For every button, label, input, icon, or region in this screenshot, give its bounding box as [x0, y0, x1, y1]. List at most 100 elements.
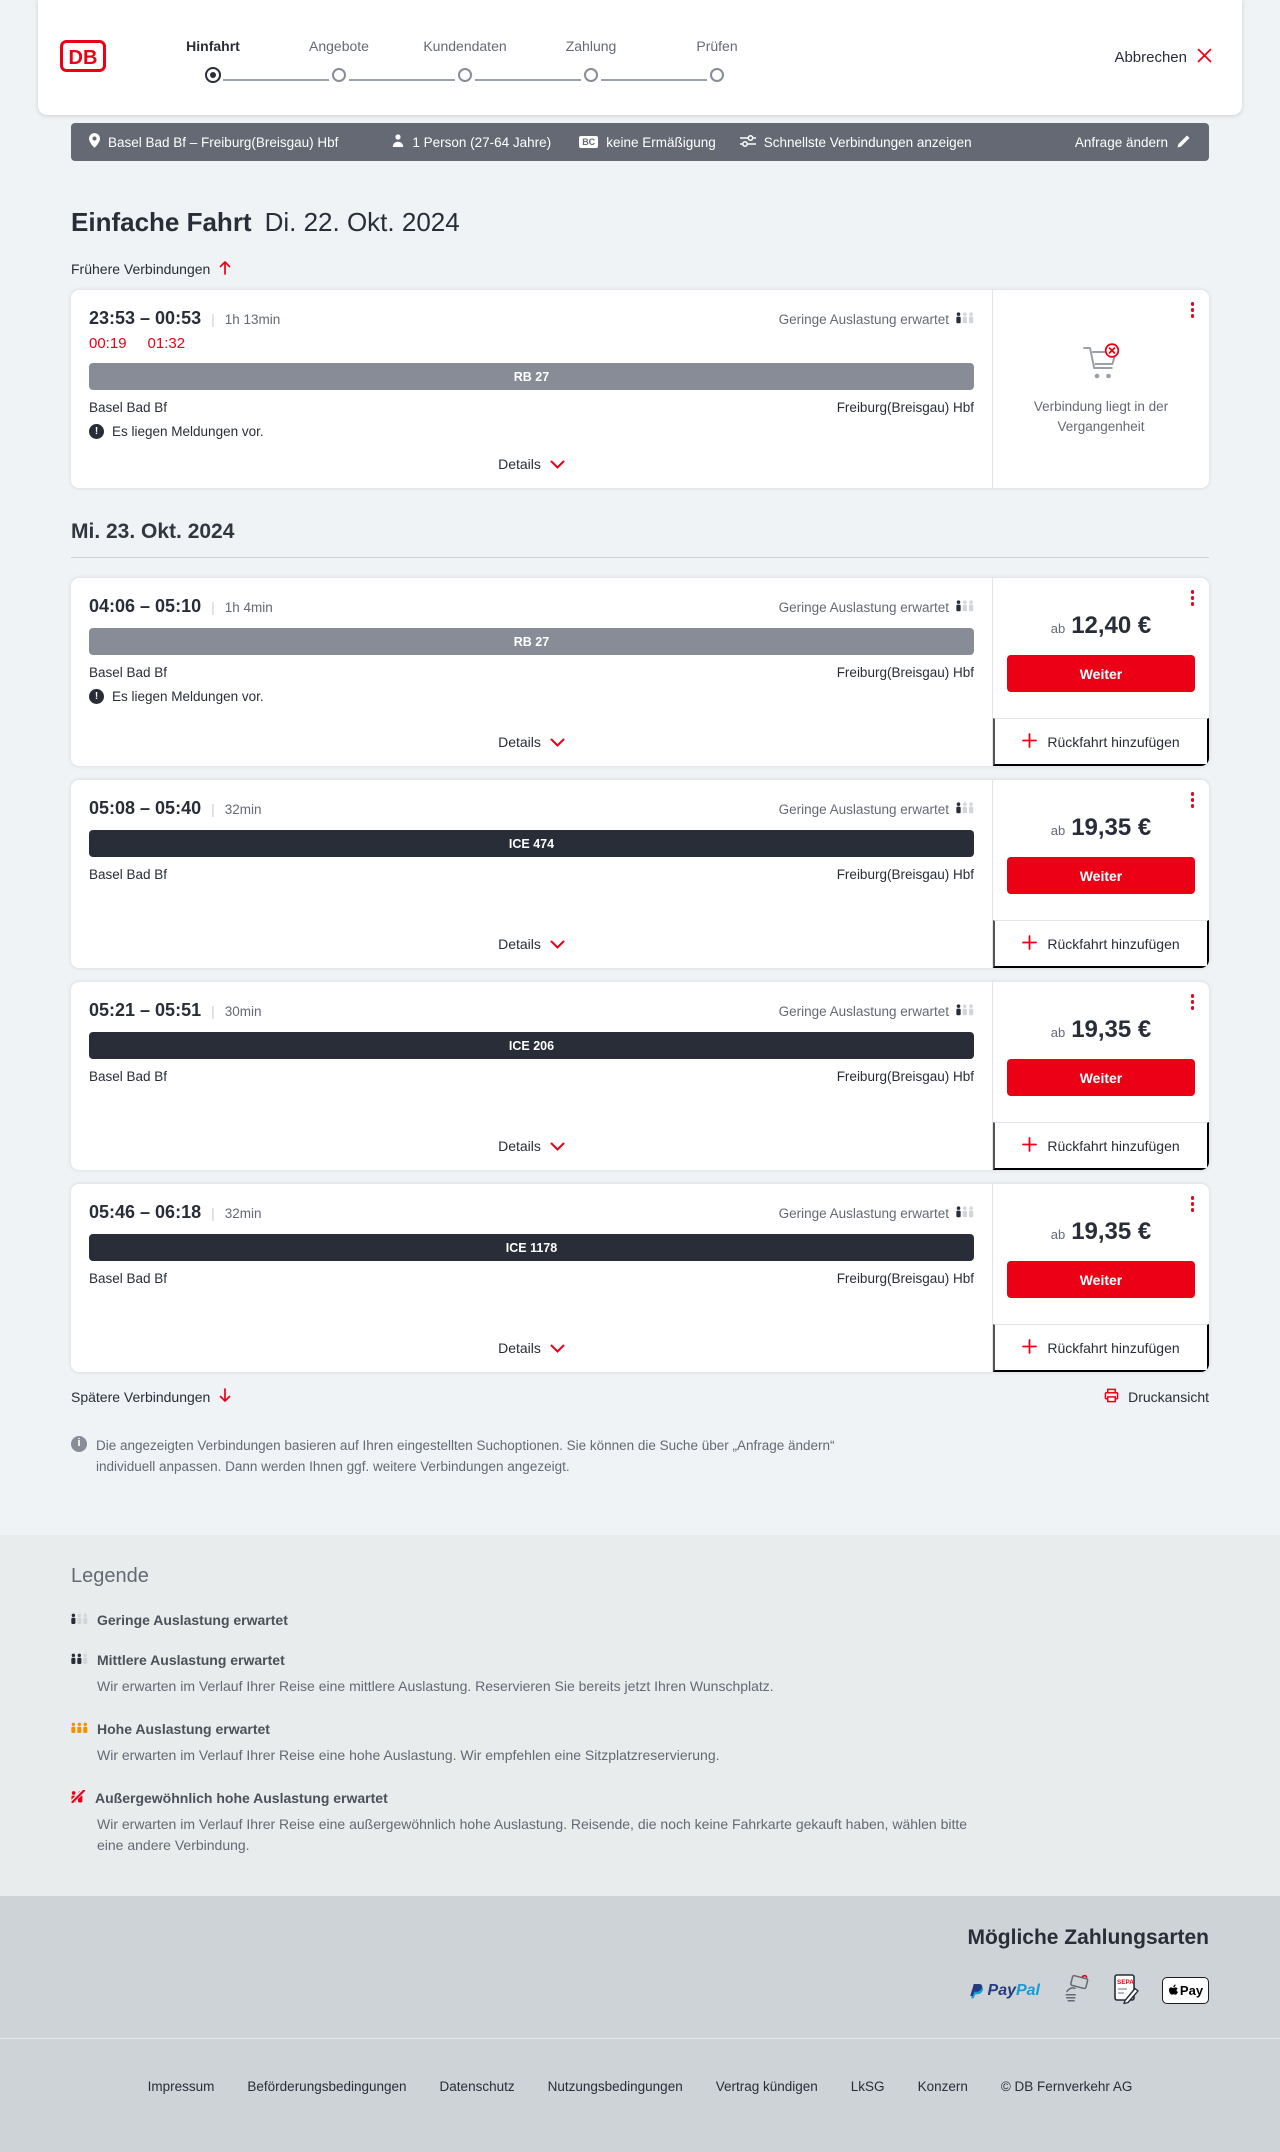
- details-toggle[interactable]: Details: [498, 1128, 565, 1158]
- arrival-station: Freiburg(Breisgau) Hbf: [836, 1069, 974, 1084]
- sepa-direct-debit-icon: SEPA: [1114, 1974, 1140, 2008]
- applepay-label: Pay: [1179, 1983, 1204, 1999]
- footer-link-nutzungsbedingungen[interactable]: Nutzungsbedingungen: [547, 2078, 683, 2094]
- legend-label: Geringe Auslastung erwartet: [97, 1611, 288, 1628]
- arrival-station: Freiburg(Breisgau) Hbf: [836, 665, 974, 680]
- duration: 1h 13min: [224, 312, 281, 327]
- details-label: Details: [498, 936, 541, 952]
- sepa-label: SEPA: [1117, 1979, 1134, 1986]
- connection-card: 05:46 – 06:18 | 32min Geringe Auslastung…: [71, 1184, 1209, 1372]
- delayed-times: 00:19 01:32: [89, 335, 974, 352]
- details-label: Details: [498, 734, 541, 750]
- booking-panel: ab 19,35 € Weiter Rückfahrt hinzufügen: [992, 1184, 1209, 1372]
- page-footer: Impressum Beförderungsbedingungen Datens…: [0, 2037, 1280, 2152]
- cancel-label: Abbrechen: [1114, 49, 1187, 66]
- details-toggle[interactable]: Details: [498, 446, 565, 476]
- plus-icon: [1022, 732, 1038, 751]
- legend-item-high: Hohe Auslastung erwartet Wir erwarten im…: [71, 1721, 1209, 1766]
- add-return-label: Rückfahrt hinzufügen: [1047, 1137, 1180, 1154]
- price-value: 12,40 €: [1071, 612, 1152, 639]
- plus-icon: [1022, 934, 1038, 953]
- later-connections-link[interactable]: Spätere Verbindungen: [71, 1388, 231, 1406]
- legend-item-low: Geringe Auslastung erwartet: [71, 1612, 1209, 1628]
- continue-button[interactable]: Weiter: [1007, 655, 1195, 692]
- time-range: 04:06 – 05:10: [89, 596, 202, 616]
- kebab-menu-button[interactable]: [1189, 588, 1197, 608]
- route-text: Basel Bad Bf – Freiburg(Breisgau) Hbf: [108, 134, 339, 150]
- kebab-menu-button[interactable]: [1189, 1194, 1197, 1214]
- duration: 32min: [224, 802, 262, 817]
- train-segment-bar: ICE 1178: [89, 1234, 974, 1261]
- legend-label: Mittlere Auslastung erwartet: [97, 1651, 285, 1668]
- legend-description: Wir erwarten im Verlauf Ihrer Reise eine…: [97, 1677, 774, 1694]
- later-connections-label: Spätere Verbindungen: [71, 1389, 211, 1405]
- train-segment-bar: RB 27: [89, 628, 974, 655]
- alert-icon: !: [89, 424, 104, 439]
- passengers-summary: 1 Person (27-64 Jahre): [392, 134, 551, 150]
- svg-text:DB: DB: [69, 47, 98, 69]
- occupancy-label: Geringe Auslastung erwartet: [778, 600, 949, 615]
- footer-link-befoerderungsbedingungen[interactable]: Beförderungsbedingungen: [247, 2078, 407, 2094]
- kebab-menu-button[interactable]: [1189, 790, 1197, 810]
- booking-panel-past: Verbindung liegt in der Vergangenheit: [992, 290, 1209, 488]
- price-line: ab 19,35 €: [1051, 1016, 1152, 1044]
- chevron-down-icon: [550, 1138, 565, 1154]
- details-toggle[interactable]: Details: [498, 724, 565, 754]
- fastest-connections-toggle[interactable]: Schnellste Verbindungen anzeigen: [739, 135, 972, 150]
- close-icon: [1197, 48, 1212, 67]
- add-return-button[interactable]: Rückfahrt hinzufügen: [993, 1324, 1209, 1372]
- duration: 32min: [224, 1206, 262, 1221]
- time-range: 23:53 – 00:53: [89, 308, 202, 328]
- continue-button[interactable]: Weiter: [1007, 1059, 1195, 1096]
- print-view-link[interactable]: Druckansicht: [1104, 1388, 1209, 1406]
- train-segment-bar: ICE 474: [89, 830, 974, 857]
- add-return-button[interactable]: Rückfahrt hinzufügen: [993, 920, 1209, 968]
- footer-link-konzern[interactable]: Konzern: [917, 2078, 968, 2094]
- details-label: Details: [498, 1138, 541, 1154]
- continue-button[interactable]: Weiter: [1007, 857, 1195, 894]
- pencil-icon: [1177, 134, 1191, 151]
- legend-label: Hohe Auslastung erwartet: [97, 1720, 270, 1737]
- step-label: Kundendaten: [423, 37, 507, 54]
- occupancy-exceptional-icon: [70, 1787, 87, 1806]
- footer-link-vertrag-kuendigen[interactable]: Vertrag kündigen: [715, 2078, 818, 2094]
- paypal-word-1: Pay: [987, 1981, 1016, 1999]
- chevron-down-icon: [550, 734, 565, 750]
- occupancy-low-icon: [956, 312, 974, 327]
- change-request-button[interactable]: Anfrage ändern: [1075, 134, 1191, 151]
- footer-link-lksg[interactable]: LkSG: [850, 2078, 885, 2094]
- discount-text: keine Ermäßigung: [606, 134, 716, 150]
- add-return-button[interactable]: Rückfahrt hinzufügen: [993, 1122, 1209, 1170]
- departure-station: Basel Bad Bf: [89, 1271, 168, 1286]
- step-label: Angebote: [309, 37, 369, 54]
- connection-card: 05:21 – 05:51 | 30min Geringe Auslastung…: [71, 982, 1209, 1170]
- alert-icon: !: [89, 689, 104, 704]
- price-prefix: ab: [1050, 1227, 1066, 1242]
- messages-text: Es liegen Meldungen vor.: [112, 689, 264, 704]
- cancel-button[interactable]: Abbrechen: [1114, 48, 1212, 67]
- occupancy-info: Geringe Auslastung erwartet: [779, 312, 974, 327]
- departure-station: Basel Bad Bf: [89, 1069, 168, 1084]
- location-pin-icon: [89, 133, 100, 151]
- details-toggle[interactable]: Details: [498, 926, 565, 956]
- arrow-down-icon: [219, 1388, 231, 1406]
- footer-link-impressum[interactable]: Impressum: [147, 2078, 215, 2094]
- footer-link-datenschutz[interactable]: Datenschutz: [439, 2078, 515, 2094]
- details-toggle[interactable]: Details: [498, 1330, 565, 1360]
- step-dot: [332, 67, 346, 82]
- passengers-text: 1 Person (27-64 Jahre): [412, 134, 552, 150]
- add-return-label: Rückfahrt hinzufügen: [1047, 935, 1180, 952]
- occupancy-label: Geringe Auslastung erwartet: [778, 312, 949, 327]
- connection-info: 05:08 – 05:40 | 32min Geringe Auslastung…: [71, 780, 992, 968]
- departure-station: Basel Bad Bf: [89, 400, 168, 415]
- kebab-menu-button[interactable]: [1189, 992, 1197, 1012]
- price-value: 19,35 €: [1071, 1218, 1152, 1245]
- occupancy-low-icon: [956, 1004, 974, 1019]
- change-request-label: Anfrage ändern: [1074, 134, 1168, 150]
- add-return-button[interactable]: Rückfahrt hinzufügen: [993, 718, 1209, 766]
- step-dot: [584, 67, 598, 82]
- cart-unavailable-icon: [1078, 342, 1124, 387]
- earlier-connections-link[interactable]: Frühere Verbindungen: [71, 260, 231, 278]
- kebab-menu-button[interactable]: [1189, 300, 1197, 320]
- continue-button[interactable]: Weiter: [1007, 1261, 1195, 1298]
